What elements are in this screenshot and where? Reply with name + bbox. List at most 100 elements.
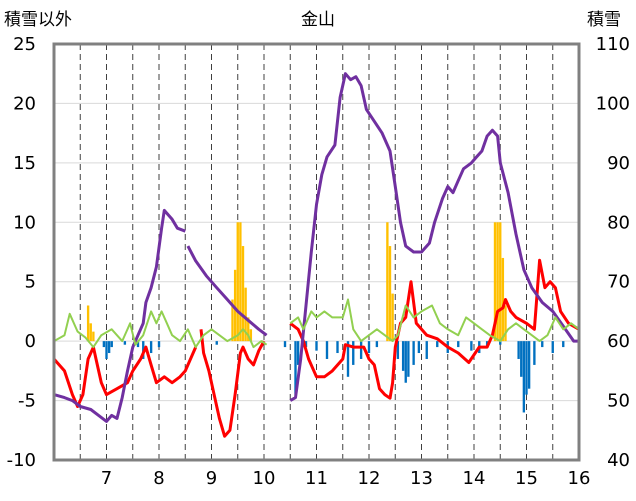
orange-bar [496, 222, 499, 342]
x-tick-label: 12 [358, 468, 381, 489]
left-tick-label: 20 [13, 93, 36, 114]
right-tick-labels: 110 100 90 80 70 60 50 40 [596, 34, 630, 471]
right-tick-label: 40 [607, 450, 630, 471]
blue-bar [436, 341, 439, 348]
blue-bar [367, 341, 371, 354]
orange-bar [89, 323, 92, 342]
blue-bar [283, 341, 287, 348]
purple-series-line [289, 72, 579, 402]
blue-bar [407, 341, 410, 377]
orange-bars [86, 222, 507, 342]
orange-bar [499, 222, 502, 342]
orange-bar [386, 222, 389, 342]
blue-bar [215, 341, 218, 345]
right-tick-label: 80 [607, 212, 630, 233]
orange-bar [504, 305, 507, 342]
red-series-line [52, 345, 198, 408]
left-tick-label: -10 [7, 450, 36, 471]
blue-bar [457, 341, 460, 348]
x-tick-label: 9 [206, 468, 217, 489]
chart-title: 金山 [301, 10, 335, 30]
blue-bar [562, 341, 565, 348]
blue-bar [102, 341, 106, 348]
orange-bar [236, 222, 239, 342]
blue-bar [107, 341, 111, 354]
blue-bar [294, 341, 297, 395]
blue-bar [404, 341, 407, 383]
blue-bar [105, 341, 108, 359]
blue-bar [315, 341, 318, 351]
left-tick-label: 25 [13, 34, 36, 55]
x-tick-label: 15 [515, 468, 538, 489]
plot-frame [52, 42, 581, 462]
purple-series-line [186, 245, 268, 337]
blue-bar [352, 341, 355, 365]
orange-bar [493, 222, 497, 342]
blue-bar [525, 341, 528, 395]
left-tick-label: -5 [18, 391, 36, 412]
x-tick-label: 8 [153, 468, 164, 489]
orange-bar [233, 269, 237, 342]
left-tick-label: 15 [13, 153, 36, 174]
orange-bar [244, 287, 247, 342]
blue-bar [412, 341, 415, 365]
orange-bar [247, 317, 250, 342]
blue-bar [470, 341, 473, 351]
blue-bar [396, 341, 400, 359]
series-lines [52, 72, 580, 438]
orange-bar [86, 305, 90, 342]
x-tick-label: 11 [305, 468, 328, 489]
blue-bar [136, 341, 140, 348]
x-tick-label: 13 [410, 468, 433, 489]
x-tick-label: 10 [253, 468, 276, 489]
blue-bar [346, 341, 350, 377]
orange-bar [241, 246, 245, 342]
left-tick-label: 5 [25, 272, 36, 293]
blue-bar [522, 341, 526, 413]
right-tick-label: 50 [607, 391, 630, 412]
left-tick-label: 10 [13, 212, 36, 233]
red-series-line [199, 329, 266, 438]
blue-bar [296, 341, 300, 365]
green-series-line [289, 298, 580, 343]
gridlines [54, 44, 579, 460]
blue-bar [149, 341, 153, 354]
orange-bar [501, 257, 505, 342]
blue-bars [102, 341, 565, 413]
purple-series-line [53, 208, 186, 423]
x-tick-label: 7 [101, 468, 112, 489]
x-tick-label: 14 [463, 468, 486, 489]
left-tick-label: 0 [25, 331, 36, 352]
x-tick-label: 16 [568, 468, 591, 489]
blue-bar [401, 341, 405, 371]
blue-bar [499, 341, 502, 345]
orange-bar [92, 331, 95, 342]
blue-bar [375, 341, 379, 348]
blue-bar [157, 341, 161, 348]
blue-bar [336, 341, 339, 354]
blue-bar [551, 341, 554, 354]
left-tick-labels: 25 20 15 10 5 0 -5 -10 [7, 34, 36, 471]
blue-bar [541, 341, 544, 348]
blue-bar [517, 341, 520, 359]
orange-bar [249, 329, 253, 342]
blue-bar [425, 341, 428, 359]
blue-bar [110, 341, 113, 348]
blue-bar [304, 341, 308, 348]
left-axis-label: 積雪以外 [4, 10, 72, 30]
blue-bar [325, 341, 329, 359]
right-tick-label: 100 [596, 93, 630, 114]
blue-bar [533, 341, 536, 365]
right-tick-label: 90 [607, 153, 630, 174]
blue-bar [520, 341, 523, 377]
x-tick-labels: 7 8 9 10 11 12 13 14 15 16 [101, 468, 591, 489]
red-series-line [289, 258, 580, 400]
orange-bar [239, 222, 242, 342]
blue-bar [527, 341, 531, 389]
orange-bar [391, 293, 394, 342]
right-tick-label: 110 [596, 34, 630, 55]
blue-bar [359, 341, 363, 359]
blue-bar [123, 341, 127, 345]
right-tick-label: 60 [607, 331, 630, 352]
